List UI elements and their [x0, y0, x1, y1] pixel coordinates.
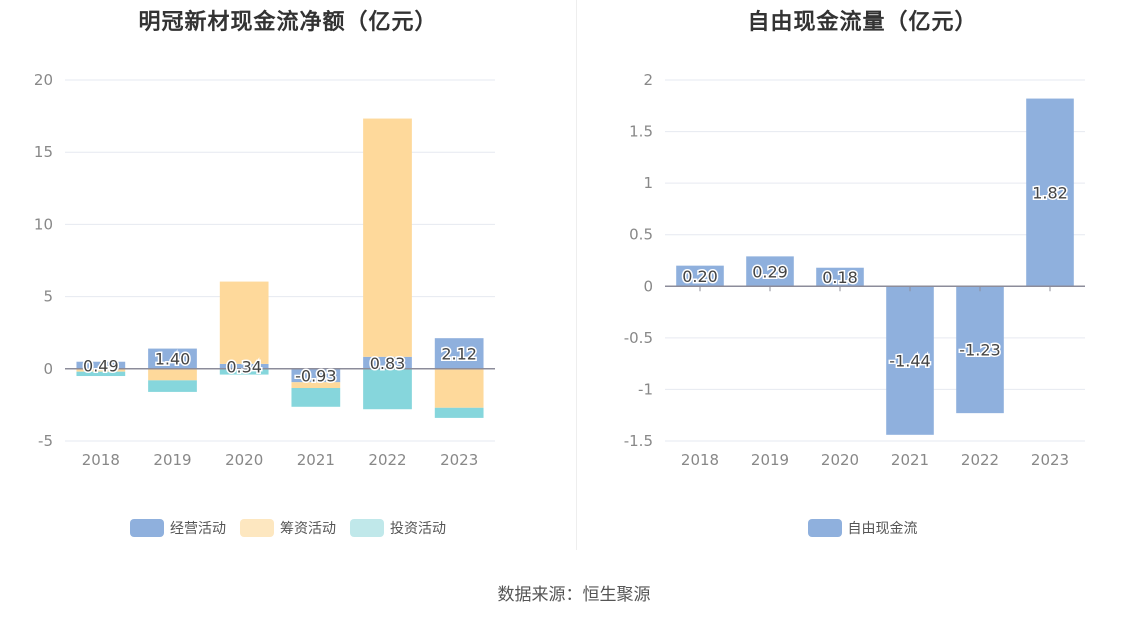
x-tick-label: 2021	[891, 451, 929, 469]
data-label: 0.29	[752, 262, 788, 281]
data-source: 数据来源：恒生聚源	[497, 585, 651, 605]
bar-筹资活动-2023	[434, 368, 484, 408]
bar-筹资活动-2018	[76, 368, 126, 372]
x-tick-label: 2022	[368, 451, 406, 469]
legend-swatch	[240, 519, 274, 537]
chart-title: 自由现金流量（亿元）	[747, 10, 978, 35]
bar-经营活动-2022	[363, 356, 412, 369]
free-cashflow-chart-panel: 自由现金流量（亿元） -1.5 -1 -0.5 0 0.5 1 1.5 2 0.20 0.29 0.…	[577, 0, 1148, 560]
free-cashflow-chart: -1.5 -1 -0.5 0 0.5 1 1.5 2 0.20 0.29 0.18 -1.44 -1.2…	[624, 71, 1085, 469]
x-tick-label: 2021	[297, 451, 335, 469]
bar-自由现金流-2020	[816, 267, 864, 287]
bar-自由现金流-2022	[956, 286, 1004, 414]
data-label: 1.40	[155, 350, 191, 369]
legend-item[interactable]: 筹资活动	[240, 518, 336, 538]
legend-label: 自由现金流	[847, 521, 918, 537]
x-tick-label: 2022	[961, 451, 999, 469]
legend-swatch	[130, 519, 164, 537]
y-tick-label: 20	[34, 71, 53, 89]
x-tick-label: 2018	[681, 451, 719, 469]
y-tick-label: 0	[43, 360, 53, 378]
chart-title: 明冠新材现金流净额（亿元）	[138, 10, 438, 35]
panel-divider	[576, 0, 577, 550]
cashflow-chart-panel: 明冠新材现金流净额（亿元） -5 0 5 10 15 20 0.49 1.40 0.34 -0.9…	[0, 0, 576, 560]
y-tick-label: -5	[38, 432, 53, 450]
bar-筹资活动-2022	[363, 118, 412, 357]
bar-筹资活动-2019	[148, 368, 197, 381]
y-tick-label: -1.5	[624, 432, 653, 450]
bar-经营活动-2021	[291, 368, 341, 383]
x-tick-label: 2018	[82, 451, 120, 469]
bar-投资活动-2020	[219, 368, 269, 375]
legend-item[interactable]: 自由现金流	[807, 518, 918, 538]
data-label: 0.20	[682, 267, 718, 286]
y-tick-label: -0.5	[624, 329, 653, 347]
bar-自由现金流-2019	[746, 256, 794, 287]
legend-label: 经营活动	[170, 521, 226, 537]
bar-经营活动-2019	[148, 348, 197, 369]
x-tick-label: 2023	[1031, 451, 1069, 469]
y-tick-label: 0	[643, 277, 653, 295]
bar-经营活动-2018	[76, 361, 126, 369]
bar-投资活动-2022	[363, 368, 412, 410]
bar-经营活动-2020	[219, 363, 269, 369]
cashflow-legend: 经营活动 筹资活动 投资活动	[0, 518, 576, 538]
y-tick-label: 0.5	[629, 226, 653, 244]
bar-投资活动-2019	[148, 380, 197, 392]
x-tick-label: 2020	[821, 451, 859, 469]
y-tick-label: 1.5	[629, 123, 653, 141]
y-tick-label: 5	[43, 288, 53, 306]
bar-自由现金流-2018	[676, 265, 724, 287]
legend-swatch	[807, 519, 842, 537]
bar-自由现金流-2023	[1026, 98, 1074, 287]
bar-投资活动-2018	[76, 371, 126, 377]
bar-筹资活动-2021	[291, 382, 341, 389]
x-tick-label: 2023	[440, 451, 478, 469]
data-label: 1.82	[1032, 183, 1068, 202]
bar-投资活动-2023	[434, 407, 484, 418]
data-label: 0.83	[370, 354, 406, 373]
y-tick-label: 15	[34, 143, 53, 161]
cashflow-chart: -5 0 5 10 15 20 0.49 1.40 0.34 -0.93 0.83 2.12 2018 2…	[34, 71, 495, 469]
data-label: -0.93	[295, 367, 336, 386]
bar-自由现金流-2021	[886, 286, 934, 435]
bar-筹资活动-2020	[219, 281, 269, 364]
data-label: -1.23	[959, 341, 1000, 360]
legend-item[interactable]: 投资活动	[350, 518, 446, 538]
y-tick-label: 10	[34, 215, 53, 233]
free-cashflow-legend: 自由现金流	[577, 518, 1148, 538]
legend-label: 投资活动	[390, 521, 446, 537]
legend-swatch	[350, 519, 384, 537]
bar-经营活动-2023	[434, 338, 484, 369]
y-tick-label: 1	[643, 174, 653, 192]
x-tick-label: 2019	[751, 451, 789, 469]
data-label: -1.44	[889, 352, 930, 371]
legend-label: 筹资活动	[280, 521, 336, 537]
y-tick-label: -1	[638, 380, 653, 398]
data-label: 0.49	[83, 356, 119, 375]
x-tick-label: 2020	[225, 451, 263, 469]
data-label: 2.12	[441, 344, 477, 363]
y-tick-label: 2	[643, 71, 653, 89]
legend-item[interactable]: 经营活动	[130, 518, 226, 538]
data-label: 0.18	[822, 268, 858, 287]
data-label: 0.34	[226, 357, 262, 376]
bar-投资活动-2021	[291, 388, 341, 407]
x-tick-label: 2019	[153, 451, 191, 469]
